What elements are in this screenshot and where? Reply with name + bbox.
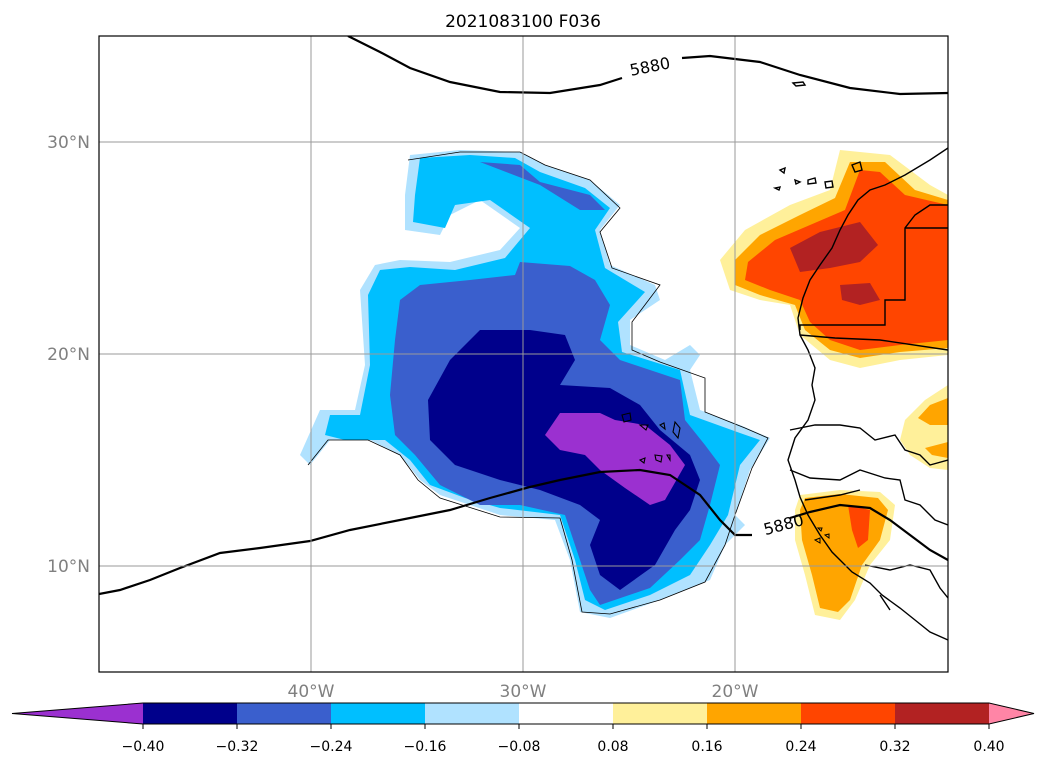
colorbar: −0.40 −0.32 −0.24 −0.16 −0.08 0.08 0.16 0.24 0.3… — [11, 702, 1035, 755]
colorbar-segment — [895, 703, 990, 724]
colorbar-tick-label: 0.32 — [879, 739, 910, 755]
africa-coastline — [787, 147, 948, 641]
lat-label-30n: 30°N — [47, 133, 90, 153]
colorbar-segment — [331, 703, 426, 724]
colorbar-segment — [801, 703, 896, 724]
colorbar-tick-label: 0.40 — [973, 739, 1004, 755]
border-mauritania — [799, 227, 948, 351]
map-frame — [98, 35, 949, 673]
map-title: 2021083100 F036 — [445, 12, 601, 32]
anomaly-contour-pos-032-north — [790, 222, 880, 305]
colorbar-segment — [519, 703, 614, 724]
gridlines — [99, 36, 948, 672]
lat-label-10n: 10°N — [47, 557, 90, 577]
lon-label-40w: 40°W — [288, 682, 335, 702]
cape-verde-islands — [621, 412, 681, 464]
colorbar-tick-label: −0.16 — [404, 739, 447, 755]
coastlines — [621, 81, 948, 641]
anomaly-contour-neg-032 — [428, 330, 700, 590]
negative-anomaly-region — [300, 150, 770, 618]
positive-anomaly-region — [720, 150, 948, 620]
lon-labels: 40°W 30°W 20°W — [288, 682, 759, 702]
anomaly-contour-pos-016-east — [918, 398, 948, 458]
border-mali-senegal — [789, 424, 948, 466]
lon-label-30w: 30°W — [500, 682, 547, 702]
anomaly-contour-pos-024-south — [848, 505, 870, 548]
colorbar-tick-label: −0.24 — [310, 739, 353, 755]
colorbar-segment — [425, 703, 520, 724]
colorbar-tick-label: −0.32 — [216, 739, 259, 755]
lat-label-20n: 20°N — [47, 345, 90, 365]
colorbar-segment — [143, 703, 238, 724]
map-panel: 5880 5880 — [98, 35, 949, 673]
canary-islands — [772, 161, 863, 191]
anomaly-contour-neg-040 — [545, 413, 685, 505]
guinea-bissau-islands — [813, 527, 830, 544]
colorbar-segment — [613, 703, 708, 724]
lon-label-20w: 20°W — [712, 682, 759, 702]
colorbar-tick-label: −0.08 — [498, 739, 541, 755]
colorbar-segment — [237, 703, 332, 724]
border-western-sahara — [799, 204, 948, 330]
anomaly-outline-thin — [307, 151, 769, 615]
colorbar-tick-label: 0.16 — [691, 739, 722, 755]
lat-labels: 30°N 20°N 10°N — [47, 133, 90, 577]
madeira-island — [791, 81, 807, 87]
colorbar-extend-min — [12, 703, 143, 724]
colorbar-segment — [707, 703, 802, 724]
colorbar-extend-max — [989, 703, 1034, 724]
contour-5880-north — [347, 36, 948, 96]
colorbar-tick-label: −0.40 — [122, 739, 165, 755]
border-guinea — [789, 469, 948, 611]
colorbar-tick-label: 0.08 — [597, 739, 628, 755]
colorbar-tick-label: 0.24 — [785, 739, 816, 755]
